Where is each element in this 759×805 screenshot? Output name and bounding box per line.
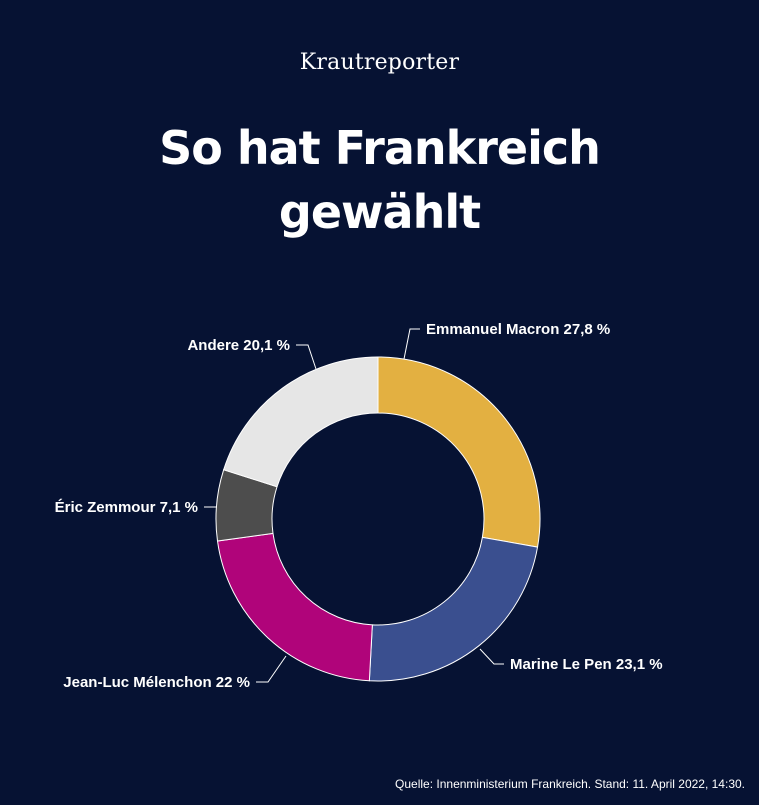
slice-label-4: Andere 20,1 % [187,337,290,354]
slice-label-1: Marine Le Pen 23,1 % [510,656,663,673]
title-line-1: So hat Frankreich [159,121,601,175]
label-leader-line-2 [256,655,287,683]
title-line-2: gewählt [278,185,481,239]
slice-label-0: Emmanuel Macron 27,8 % [426,321,610,338]
donut-slice-4 [223,356,379,488]
slice-label-3: Éric Zemmour 7,1 % [55,499,198,516]
donut-slice-0 [377,356,541,548]
label-leader-line-0 [403,328,420,360]
source-note: Quelle: Innenministerium Frankreich. Sta… [395,777,745,791]
label-leader-line-4 [296,344,317,370]
donut-slice-2 [216,532,373,682]
brand-logo: Krautreporter [299,50,460,75]
slice-label-2: Jean-Luc Mélenchon 22 % [63,674,250,691]
label-leader-line-1 [479,648,504,665]
page-title: So hat Frankreich gewählt [0,116,759,244]
donut-slice-1 [368,536,539,682]
